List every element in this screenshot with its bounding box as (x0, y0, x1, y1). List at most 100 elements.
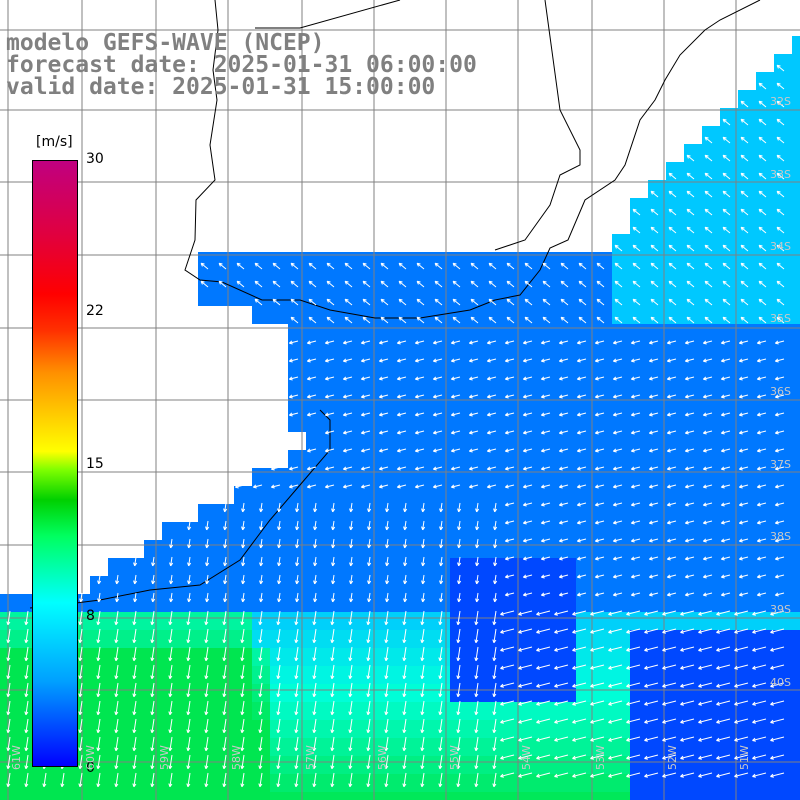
wind-cell (306, 648, 324, 666)
wind-cell (414, 486, 432, 504)
wind-cell (792, 252, 800, 270)
wind-arrow (648, 430, 659, 435)
wind-cell (702, 198, 720, 216)
wind-cell (540, 684, 558, 702)
wind-cell (18, 648, 36, 666)
wind-arrow (439, 538, 444, 549)
wind-arrow (366, 718, 371, 734)
wind-cell (378, 594, 396, 612)
wind-cell (432, 378, 450, 396)
wind-arrow (558, 574, 569, 579)
wind-arrow (666, 556, 677, 561)
wind-arrow (492, 718, 497, 734)
wind-arrow (486, 448, 497, 453)
wind-arrow (486, 376, 497, 381)
wind-arrow (684, 538, 695, 543)
wind-arrow (702, 574, 713, 579)
wind-arrow (702, 538, 713, 543)
wind-arrow (439, 502, 444, 513)
wind-arrow (294, 700, 299, 716)
wind-arrow (474, 736, 479, 752)
wind-cell (270, 684, 288, 702)
wind-arrow (294, 736, 299, 752)
wind-arrow (518, 772, 533, 778)
wind-arrow (630, 520, 641, 525)
wind-cell (396, 792, 414, 800)
wind-arrow (738, 394, 749, 399)
wind-arrow (78, 700, 83, 716)
wind-cell (666, 702, 684, 720)
wind-arrow (684, 592, 695, 597)
wind-cell (234, 648, 252, 666)
wind-arrow (306, 412, 317, 417)
wind-arrow (702, 412, 713, 417)
wind-arrow (756, 556, 767, 561)
wind-arrow (702, 394, 713, 399)
wind-cell (756, 720, 774, 738)
wind-arrow (421, 574, 426, 585)
wind-cell (252, 666, 270, 684)
wind-cell (720, 432, 738, 450)
wind-cell (468, 288, 486, 306)
wind-arrow (396, 412, 407, 417)
wind-cell (90, 738, 108, 756)
wind-cell (216, 738, 234, 756)
wind-arrow (594, 412, 605, 417)
wind-cell (540, 648, 558, 666)
wind-arrow (475, 592, 480, 603)
wind-arrow (330, 772, 335, 788)
wind-arrow (96, 772, 101, 788)
wind-cell (792, 378, 800, 396)
wind-arrow (398, 298, 407, 306)
wind-arrow (96, 682, 101, 698)
wind-cell (270, 486, 288, 504)
wind-cell (360, 270, 378, 288)
wind-arrow (288, 412, 299, 417)
wind-arrow (662, 628, 677, 634)
wind-cell (522, 666, 540, 684)
wind-arrow (734, 736, 749, 742)
wind-arrow (740, 190, 749, 198)
wind-cell (630, 432, 648, 450)
wind-cell (72, 792, 90, 800)
wind-arrow (644, 754, 659, 760)
wind-cell (342, 270, 360, 288)
wind-cell (360, 378, 378, 396)
wind-cell (396, 288, 414, 306)
wind-cell (288, 360, 306, 378)
wind-cell (738, 378, 756, 396)
wind-arrow (500, 736, 515, 742)
wind-cell (774, 342, 792, 360)
wind-cell (324, 360, 342, 378)
wind-cell (198, 702, 216, 720)
wind-arrow (594, 394, 605, 399)
wind-cell (756, 126, 774, 144)
wind-arrow (168, 700, 173, 716)
wind-cell (594, 792, 612, 800)
wind-arrow (384, 646, 389, 662)
wind-cell (378, 432, 396, 450)
wind-arrow (668, 244, 677, 252)
wind-cell (756, 108, 774, 126)
wind-cell (540, 576, 558, 594)
wind-arrow (236, 280, 245, 288)
wind-arrow (500, 772, 515, 778)
wind-arrow (258, 736, 263, 752)
wind-arrow (252, 484, 263, 489)
wind-cell (774, 738, 792, 756)
wind-cell (540, 396, 558, 414)
wind-arrow (702, 556, 713, 561)
wind-cell (270, 522, 288, 540)
wind-cell (792, 432, 800, 450)
wind-arrow (240, 700, 245, 716)
wind-arrow (524, 262, 533, 270)
wind-arrow (288, 340, 299, 345)
wind-cell (774, 522, 792, 540)
wind-arrow (612, 466, 623, 471)
wind-cell (450, 432, 468, 450)
wind-arrow (770, 772, 785, 778)
wind-cell (630, 630, 648, 648)
wind-cell (432, 324, 450, 342)
wind-arrow (648, 592, 659, 597)
wind-cell (198, 558, 216, 576)
